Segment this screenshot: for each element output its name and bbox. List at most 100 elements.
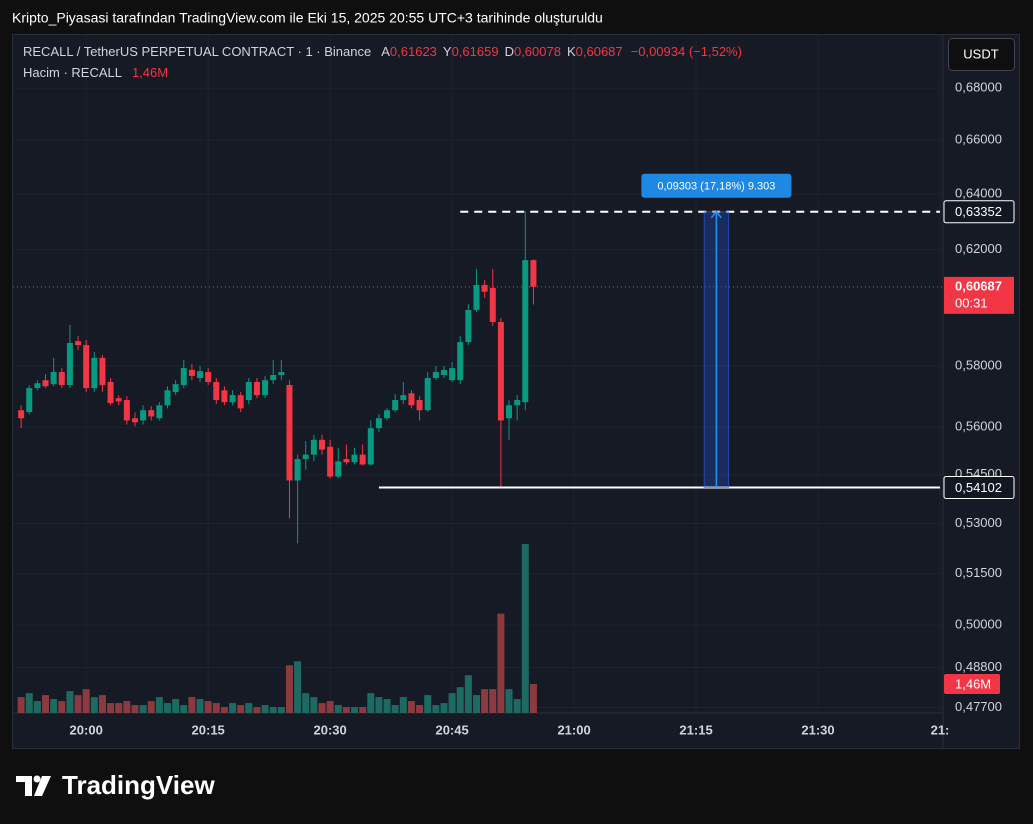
volume-bar <box>115 703 123 713</box>
y-tick-label: 0,50000 <box>955 617 1002 632</box>
candle-body <box>221 390 228 403</box>
y-tick-label: 0,47700 <box>955 699 1002 714</box>
logo-text: TradingView <box>62 770 215 800</box>
line-price-box <box>943 200 1015 224</box>
candle-body <box>351 454 358 463</box>
candle-body <box>457 342 464 381</box>
candle-body <box>465 309 472 343</box>
volume-bar <box>164 703 171 713</box>
y-tick-label: 0,68000 <box>955 80 1002 95</box>
candle-body <box>270 375 277 381</box>
volume-price-box <box>944 673 1000 694</box>
line-price-label: 0,63352 <box>955 204 1002 219</box>
volume-bar <box>359 707 367 713</box>
measure-label: 0,09303 (17,18%) 9.303 <box>657 181 775 193</box>
volume-bar <box>33 701 41 713</box>
volume-bar <box>448 693 456 713</box>
volume-bar <box>229 703 237 713</box>
y-tick-label: 0,51500 <box>955 565 1002 580</box>
volume-bar <box>521 544 529 713</box>
candle-body <box>530 260 537 287</box>
y-tick-label: 0,56000 <box>955 419 1002 434</box>
volume-bar <box>25 693 33 713</box>
candle-body <box>319 439 325 450</box>
y-tick-label: 0,48800 <box>955 659 1002 674</box>
volume-bar <box>294 661 302 713</box>
volume-bar <box>204 701 212 713</box>
legend-value: 0,61623 <box>390 44 437 59</box>
candle-body <box>237 395 244 409</box>
measure-label-box <box>641 173 792 198</box>
current-price-box <box>944 276 1014 314</box>
volume-axis-label: 1,46M <box>955 676 991 691</box>
header-text: Kripto_Piyasasi tarafından TradingView.c… <box>12 10 603 26</box>
legend-key: A <box>381 44 390 59</box>
candle-body <box>148 410 155 417</box>
volume-bar <box>261 705 269 713</box>
y-tick-label: 0,64000 <box>955 185 1002 200</box>
candle-body <box>449 368 456 381</box>
volume-bar <box>513 699 521 713</box>
candle-body <box>34 383 41 389</box>
legend-change: −0,00934 (−1,52%) <box>631 44 742 59</box>
y-tick-label: 0,62000 <box>955 241 1002 256</box>
candle-body <box>50 372 57 385</box>
volume-bar <box>82 689 90 713</box>
volume-bar <box>269 707 277 713</box>
volume-bar <box>416 705 424 713</box>
legend-value: 0,60078 <box>514 44 561 59</box>
y-tick-label: 0,53000 <box>955 515 1002 530</box>
plot: 0,09303 (17,18%) 9.303 <box>13 173 943 713</box>
volume-bar <box>123 701 131 713</box>
volume-bar <box>497 613 505 713</box>
candle-body <box>66 342 73 386</box>
candle-body <box>489 287 496 322</box>
volume-bar <box>318 703 326 713</box>
candle-body <box>188 369 195 376</box>
chart-pane <box>12 34 1020 749</box>
volume-bar <box>464 675 472 713</box>
volume-bar <box>42 695 50 713</box>
candle-body <box>310 439 317 455</box>
legend-key: Y <box>443 44 452 59</box>
candle-body <box>205 372 212 383</box>
x-tick-label: 21: <box>931 722 950 737</box>
candle-body <box>164 390 171 406</box>
volume-bar <box>529 683 537 713</box>
countdown-label: 00:31 <box>955 295 988 310</box>
candle-body <box>432 372 439 379</box>
candle-body <box>481 285 488 292</box>
candle-body <box>58 372 65 386</box>
candle-body <box>506 405 513 419</box>
candle-body <box>522 260 529 403</box>
volume-bar <box>237 705 245 713</box>
candle-body <box>262 380 269 396</box>
volume-bar <box>473 695 480 713</box>
candle-body <box>286 385 293 481</box>
volume-bar <box>66 691 74 713</box>
candle-body <box>91 357 98 389</box>
x-tick-label: 21:00 <box>557 722 590 737</box>
volume-bar <box>391 705 399 713</box>
volume-bar <box>245 703 253 713</box>
line-price-label: 0,54102 <box>955 480 1002 495</box>
volume-bar <box>383 699 391 713</box>
volume-bar <box>505 689 513 713</box>
volume-name: Hacim · RECALL <box>23 65 122 80</box>
volume-bar <box>285 665 293 713</box>
volume-bar <box>326 701 334 713</box>
currency-button[interactable] <box>948 38 1015 71</box>
candle-body <box>473 285 480 310</box>
candle-body <box>131 418 138 423</box>
candle-body <box>107 382 114 404</box>
currency-label[interactable]: USDT <box>963 46 998 61</box>
x-tick-label: 20:45 <box>435 722 468 737</box>
volume-value: 1,46M <box>132 65 168 80</box>
volume-bar <box>489 689 497 713</box>
current-price-label: 0,60687 <box>955 278 1002 293</box>
candle-body <box>180 368 187 386</box>
volume-bar <box>98 695 106 713</box>
legend-key: D <box>505 44 514 59</box>
volume-bar <box>440 703 448 713</box>
